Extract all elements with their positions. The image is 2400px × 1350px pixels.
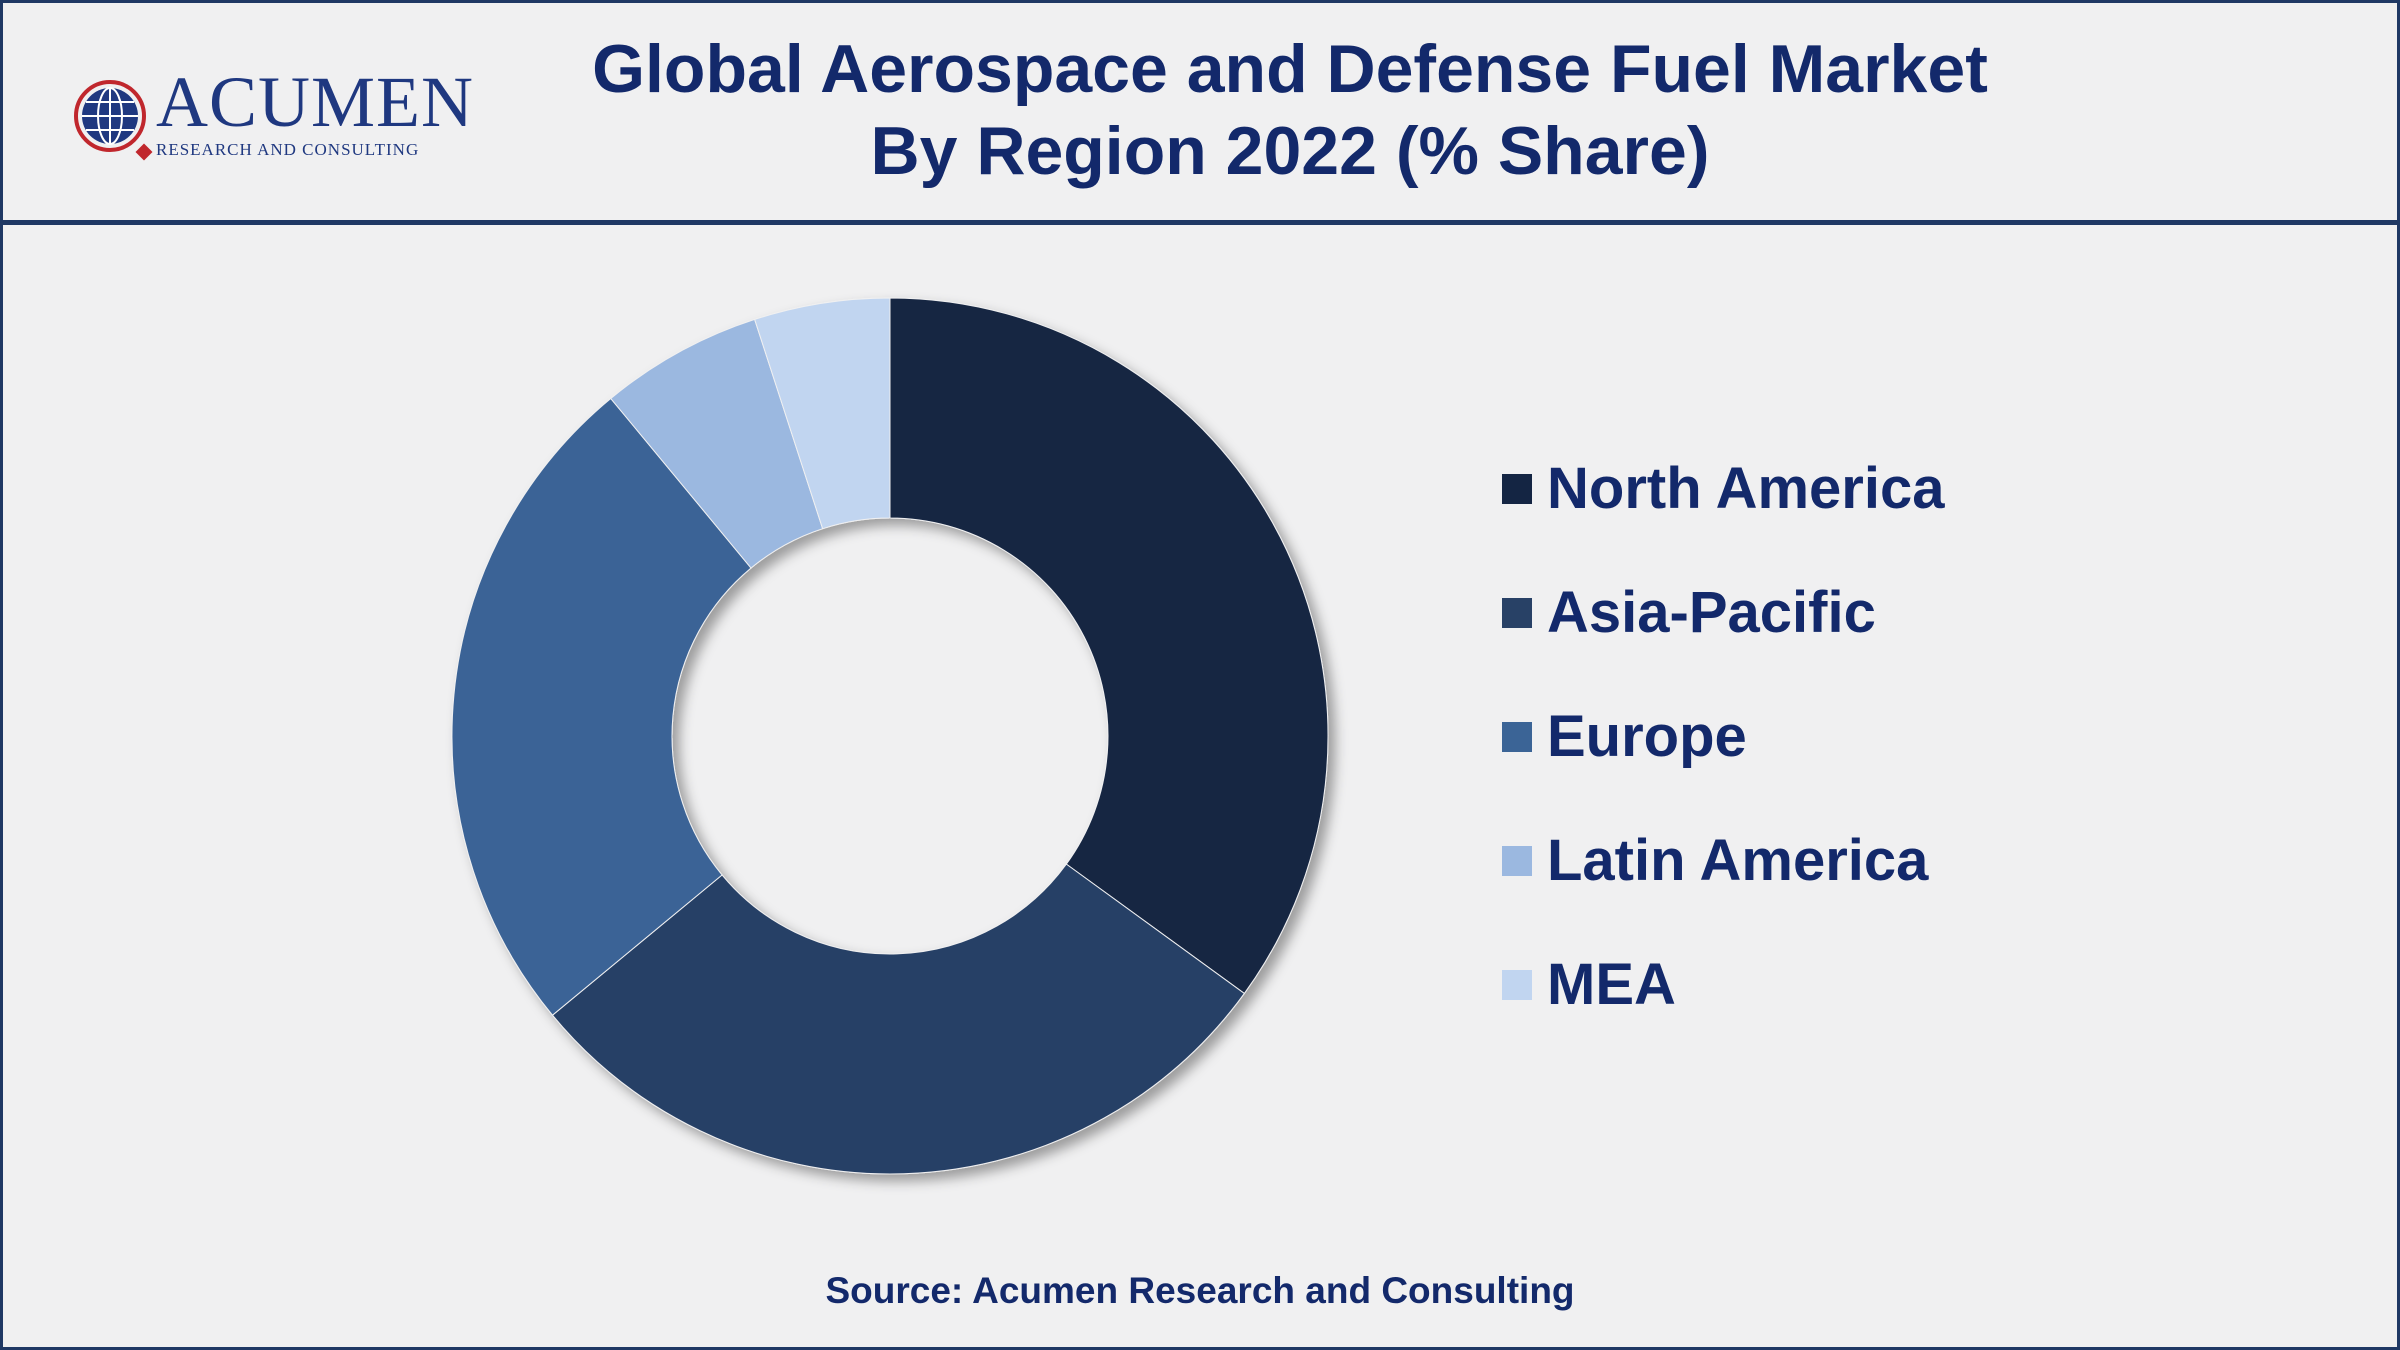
legend-label-asia-pacific: Asia-Pacific bbox=[1547, 580, 1876, 645]
legend-label-latin-america: Latin America bbox=[1547, 828, 1929, 893]
slice-europe bbox=[451, 397, 752, 1016]
logo-tagline: RESEARCH AND CONSULTING bbox=[156, 140, 420, 159]
legend-swatch-north-america bbox=[1502, 474, 1532, 504]
legend-swatch-latin-america bbox=[1502, 846, 1532, 876]
legend-label-mea: MEA bbox=[1547, 952, 1676, 1017]
slice-north-america bbox=[889, 297, 1329, 995]
globe-icon bbox=[74, 80, 153, 161]
acumen-logo: ACUMEN RESEARCH AND CONSULTING bbox=[68, 66, 473, 166]
slice-mea bbox=[754, 297, 891, 530]
legend-label-europe: Europe bbox=[1547, 704, 1747, 769]
legend-swatch-mea bbox=[1502, 970, 1532, 1000]
chart-title-line1: Global Aerospace and Defense Fuel Market bbox=[592, 31, 1988, 107]
slice-asia-pacific bbox=[551, 863, 1246, 1175]
chart-title-line2: By Region 2022 (% Share) bbox=[870, 113, 1710, 189]
legend-label-north-america: North America bbox=[1547, 456, 1945, 521]
header: ACUMEN RESEARCH AND CONSULTING Global Ae… bbox=[0, 0, 2400, 225]
source-note: Source: Acumen Research and Consulting bbox=[825, 1270, 1575, 1311]
legend-swatch-asia-pacific bbox=[1502, 598, 1532, 628]
donut-slices bbox=[451, 297, 1329, 1175]
chart-title: Global Aerospace and Defense Fuel Market… bbox=[460, 28, 2120, 192]
legend-swatch-europe bbox=[1502, 722, 1532, 752]
logo-wordmark: ACUMEN bbox=[156, 62, 475, 142]
